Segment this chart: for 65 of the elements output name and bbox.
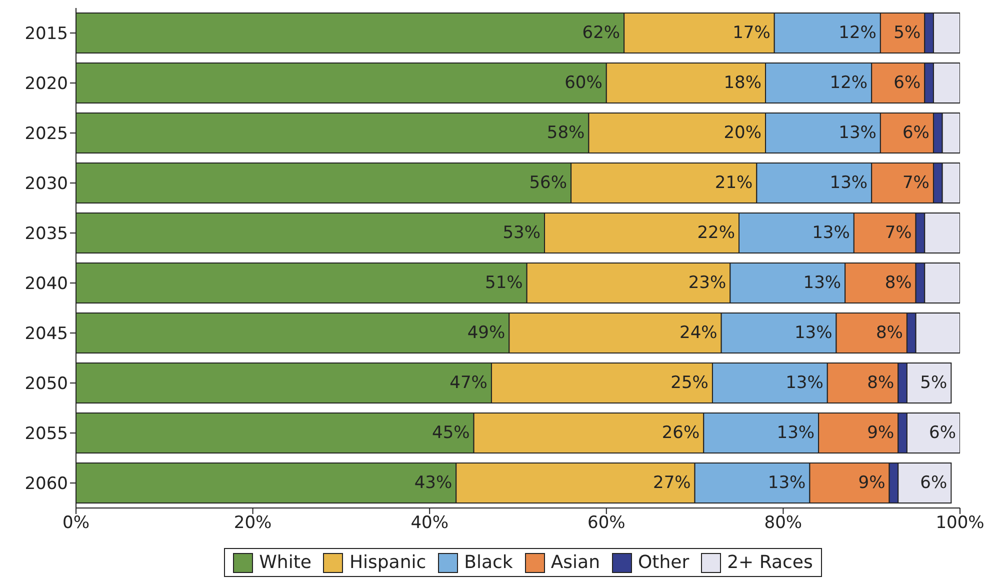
data-label: 5% xyxy=(920,373,948,393)
x-tick-label: 60% xyxy=(588,513,626,534)
data-label: 6% xyxy=(902,123,930,143)
x-tick-label: 0% xyxy=(62,513,90,534)
data-label: 49% xyxy=(467,323,506,343)
data-label: 53% xyxy=(502,223,541,243)
x-tick-label: 80% xyxy=(764,513,802,534)
data-label: 12% xyxy=(838,23,876,43)
y-tick-label: 2055 xyxy=(24,424,68,444)
data-label: 9% xyxy=(858,473,886,493)
data-label: 8% xyxy=(867,373,894,393)
legend-label: Black xyxy=(463,552,513,573)
data-label: 18% xyxy=(724,73,762,93)
data-label: 56% xyxy=(529,173,568,193)
data-label: 8% xyxy=(876,323,903,343)
data-label: 47% xyxy=(450,373,488,393)
data-label: 13% xyxy=(786,373,824,393)
data-label: 8% xyxy=(884,273,912,293)
y-tick-label: 2050 xyxy=(24,374,68,394)
data-label: 26% xyxy=(662,423,700,443)
data-label: 58% xyxy=(546,123,585,143)
x-tick-label: 20% xyxy=(234,513,272,534)
data-label: 6% xyxy=(920,473,948,493)
data-label: 5% xyxy=(894,23,921,43)
legend-label: Hispanic xyxy=(348,552,426,573)
x-tick-label: 100% xyxy=(936,513,984,534)
legend-label: White xyxy=(258,552,312,573)
data-label: 20% xyxy=(724,123,762,143)
data-label: 45% xyxy=(432,423,470,443)
data-label: 9% xyxy=(867,423,894,443)
y-tick-label: 2030 xyxy=(24,174,68,194)
data-label: 13% xyxy=(794,323,832,343)
data-label: 13% xyxy=(768,473,806,493)
data-label: 7% xyxy=(884,223,912,243)
data-label: 6% xyxy=(929,423,956,443)
x-tick-label: 40% xyxy=(410,513,448,534)
data-label: 24% xyxy=(680,323,718,343)
y-tick-label: 2020 xyxy=(24,74,68,94)
y-tick-label: 2025 xyxy=(24,124,68,144)
y-tick-label: 2035 xyxy=(24,224,68,244)
data-label: 27% xyxy=(653,473,691,493)
data-label: 13% xyxy=(803,273,842,293)
data-label: 43% xyxy=(414,473,452,493)
data-label: 13% xyxy=(776,423,815,443)
legend-label: Asian xyxy=(550,552,600,573)
data-label: 13% xyxy=(812,223,850,243)
data-label: 60% xyxy=(564,73,602,93)
y-tick-label: 2040 xyxy=(24,274,68,294)
data-label: 17% xyxy=(732,23,770,43)
legend-label: Other xyxy=(637,552,690,573)
data-label: 21% xyxy=(714,173,753,193)
data-label: 25% xyxy=(670,373,708,393)
y-tick-label: 2045 xyxy=(24,324,68,344)
data-label: 6% xyxy=(894,73,921,93)
data-label: 62% xyxy=(582,23,620,43)
y-tick-label: 2060 xyxy=(24,474,68,494)
y-tick-label: 2015 xyxy=(24,24,68,44)
data-label: 22% xyxy=(697,223,735,243)
data-label: 7% xyxy=(902,173,930,193)
legend-label: 2+ Races xyxy=(726,552,813,573)
data-label: 51% xyxy=(485,273,523,293)
data-label: 13% xyxy=(830,173,868,193)
data-label: 23% xyxy=(688,273,726,293)
data-label: 13% xyxy=(838,123,876,143)
data-label: 12% xyxy=(830,73,868,93)
